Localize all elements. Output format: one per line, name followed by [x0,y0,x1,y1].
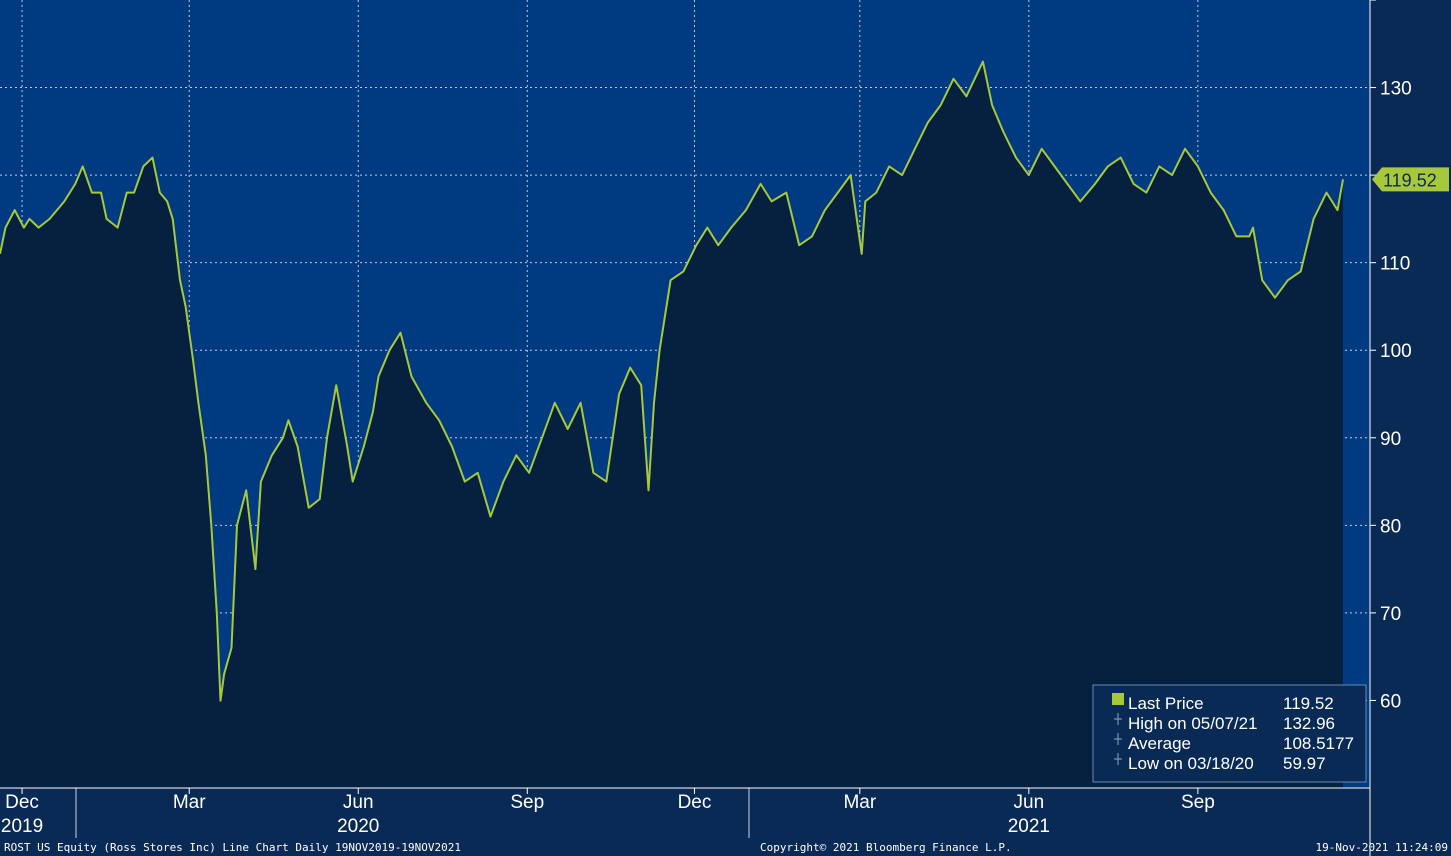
price-line [0,60,1344,702]
price-area-fill [0,61,1343,789]
legend-value: 59.97 [1283,754,1326,773]
legend-label: Low on 03/18/20 [1128,754,1254,773]
y-tick-label: 100 [1380,341,1412,362]
footer: ROST US Equity (Ross Stores Inc) Line Ch… [4,841,1448,854]
footer-left-text: ROST US Equity (Ross Stores Inc) Line Ch… [4,841,461,854]
x-year-label: 2020 [337,816,379,837]
legend-label: Average [1128,734,1191,753]
legend-label: Last Price [1128,694,1204,713]
footer-center-text: Copyright© 2021 Bloomberg Finance L.P. [760,841,1012,854]
y-tick-label: 60 [1380,691,1401,712]
x-tick-label: Jun [1014,792,1045,813]
legend-value: 132.96 [1283,714,1335,733]
x-year-label: 2021 [1008,816,1050,837]
x-tick-label: Mar [173,792,206,813]
legend-box: Last Price 119.52 High on 05/07/21 132.96 Av… [1092,684,1367,783]
y-tick-label: 110 [1380,254,1410,275]
y-tick-label: 80 [1380,516,1401,537]
x-year-label: 2019 [1,816,43,837]
x-tick-label: Mar [843,792,876,813]
x-tick-label: Sep [510,792,544,813]
last-price-tag-shape [1372,167,1449,192]
legend-value: 119.52 [1283,694,1334,713]
legend-value: 108.5177 [1283,734,1354,753]
legend-swatch-last-price [1112,693,1124,705]
legend-frame [1092,684,1367,783]
last-price-tag: 119.52 [1372,167,1449,192]
y-tick-label: 70 [1380,604,1401,625]
x-tick-label: Jun [343,792,374,813]
y-tick-label: 130 [1380,79,1412,100]
x-axis: Dec Mar Jun Sep Dec Mar Jun Sep 2019 2020 2021 [0,787,1370,838]
y-tick-label: 90 [1380,429,1401,450]
x-tick-label: Dec [678,792,712,813]
legend-label: High on 05/07/21 [1128,714,1258,733]
footer-right-text: 19-Nov-2021 11:24:09 [1316,841,1448,854]
x-tick-label: Sep [1181,792,1215,813]
last-price-tag-label: 119.52 [1383,170,1437,190]
x-tick-label: Dec [5,792,39,813]
